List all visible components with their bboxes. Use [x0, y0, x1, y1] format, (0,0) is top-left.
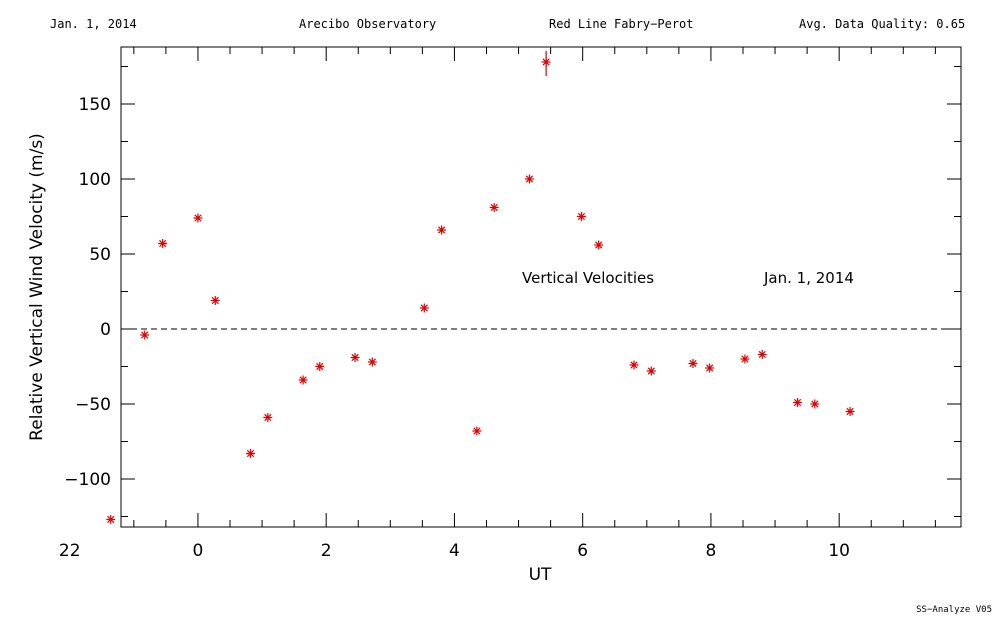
- data-point: [688, 359, 698, 368]
- data-point: [350, 353, 360, 362]
- annotation-date: Jan. 1, 2014: [763, 269, 854, 287]
- data-point: [106, 515, 116, 524]
- data-point: [757, 350, 767, 359]
- x-tick-label: 6: [577, 541, 588, 561]
- data-points: [106, 51, 855, 524]
- data-point: [298, 375, 308, 385]
- y-axis-label: Relative Vertical Wind Velocity (m/s): [27, 133, 47, 441]
- data-point: [246, 449, 256, 458]
- annotation-vertical-velocities: Vertical Velocities: [522, 269, 654, 287]
- data-point: [210, 296, 220, 305]
- data-point: [263, 413, 273, 422]
- data-point: [541, 51, 551, 76]
- data-point: [472, 426, 482, 436]
- x-axis-label: UT: [529, 565, 552, 585]
- y-tick-label: 50: [89, 245, 111, 265]
- header-quality: Avg. Data Quality: 0.65: [799, 17, 966, 31]
- data-point: [158, 239, 168, 248]
- header-instrument: Red Line Fabry−Perot: [549, 17, 694, 31]
- data-point: [489, 203, 499, 212]
- data-point: [524, 174, 534, 184]
- data-point: [705, 363, 715, 373]
- data-point: [437, 225, 447, 235]
- y-axis: 150 100 50 0 −50 −100: [64, 66, 961, 517]
- header-observatory: Arecibo Observatory: [299, 17, 437, 31]
- data-point: [629, 360, 639, 370]
- y-tick-label: −100: [64, 470, 111, 490]
- data-point: [193, 213, 203, 223]
- x-tick-label: 22: [59, 541, 81, 561]
- x-tick-label: 2: [321, 541, 332, 561]
- y-tick-label: 100: [79, 170, 111, 190]
- x-tick-label: 0: [193, 541, 204, 561]
- x-tick-label: 4: [449, 541, 460, 561]
- plot-frame: [120, 46, 962, 528]
- data-point: [367, 357, 377, 367]
- footer-software: SS−Analyze V05: [916, 605, 992, 615]
- data-point: [810, 399, 820, 409]
- header-date: Jan. 1, 2014: [50, 17, 137, 31]
- x-tick-label: 10: [828, 541, 850, 561]
- data-point: [419, 303, 429, 313]
- data-point: [140, 330, 150, 340]
- data-point: [740, 354, 750, 364]
- x-axis: 22 0 2 4 6 8 10: [59, 47, 936, 561]
- y-tick-label: −50: [75, 395, 111, 415]
- data-point: [315, 362, 325, 371]
- y-tick-label: 0: [100, 320, 111, 340]
- data-point: [646, 366, 656, 376]
- data-point: [792, 398, 802, 407]
- x-tick-label: 8: [706, 541, 717, 561]
- data-point: [576, 212, 586, 221]
- data-point: [594, 240, 604, 250]
- data-point: [845, 407, 855, 416]
- y-tick-label: 150: [79, 95, 111, 115]
